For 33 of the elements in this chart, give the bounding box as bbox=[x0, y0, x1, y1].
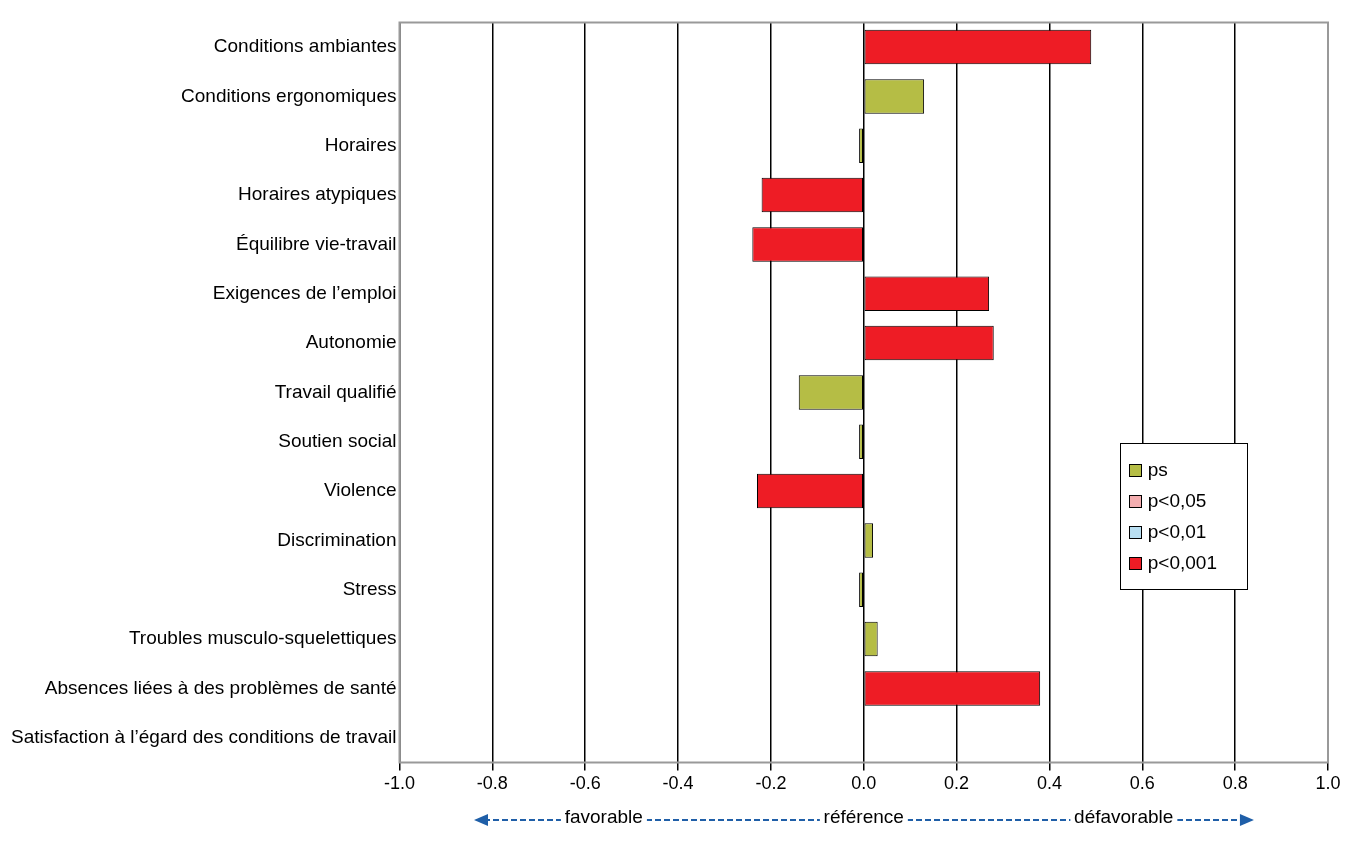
text: favorable bbox=[560, 806, 647, 828]
x-tick-label: 1.0 bbox=[1315, 773, 1341, 794]
y-tick-label: Absences liées à des problèmes de santé bbox=[44, 676, 397, 698]
y-tick-label: Équilibre vie-travail bbox=[235, 232, 397, 254]
x-tick-label: 0.4 bbox=[1036, 773, 1062, 794]
y-tick-label: Troubles musculo-squelettiques bbox=[128, 627, 397, 649]
legend-label: ps bbox=[1147, 459, 1168, 481]
x-tick-label: 0.2 bbox=[944, 773, 970, 794]
legend-label: p<0,05 bbox=[1147, 490, 1207, 512]
y-tick-label: Violence bbox=[323, 479, 397, 501]
x-tick-label: -0.4 bbox=[662, 773, 694, 794]
legend-label: p<0,001 bbox=[1147, 552, 1217, 574]
y-tick-label: Travail qualifié bbox=[274, 380, 397, 402]
x-tick-label: 0.8 bbox=[1222, 773, 1248, 794]
y-tick-label: Discrimination bbox=[277, 528, 397, 550]
y-tick-label: Conditions ambiantes bbox=[213, 35, 397, 57]
x-tick-label: 0.0 bbox=[851, 773, 877, 794]
y-tick-label: Exigences de l’emploi bbox=[212, 281, 397, 303]
x-tick-label: 0.6 bbox=[1129, 773, 1155, 794]
y-tick-label: Autonomie bbox=[305, 331, 397, 353]
text: référence bbox=[819, 806, 908, 828]
x-tick-label: -1.0 bbox=[383, 773, 416, 794]
y-tick-label: Satisfaction à l’égard des conditions de travail bbox=[10, 725, 397, 747]
text: défavorable bbox=[1070, 806, 1178, 828]
y-tick-label: Stress bbox=[342, 577, 397, 599]
y-tick-label: Soutien social bbox=[278, 429, 397, 451]
x-tick-label: -0.6 bbox=[569, 773, 601, 794]
x-tick-label: -0.2 bbox=[755, 773, 787, 794]
x-tick-label: -0.8 bbox=[476, 773, 508, 794]
y-tick-label: Horaires atypiques bbox=[238, 183, 397, 205]
legend-label: p<0,01 bbox=[1147, 521, 1207, 543]
y-tick-label: Conditions ergonomiques bbox=[181, 84, 397, 106]
y-tick-label: Horaires bbox=[324, 133, 397, 155]
